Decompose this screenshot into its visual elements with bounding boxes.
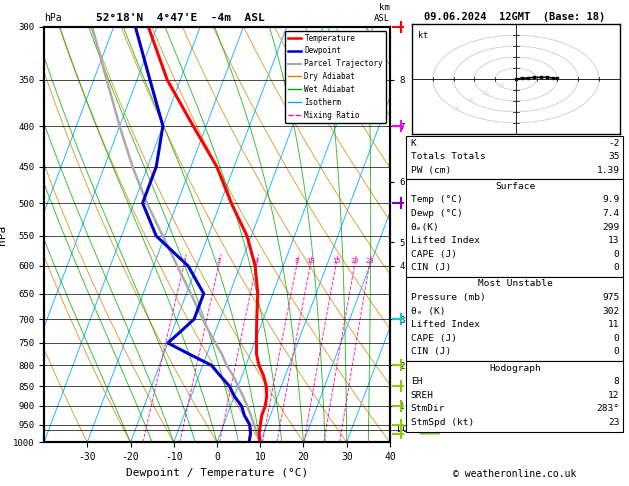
Text: kt: kt <box>418 31 428 40</box>
Text: 40: 40 <box>454 106 460 111</box>
Text: CIN (J): CIN (J) <box>411 263 451 273</box>
Text: 15: 15 <box>331 258 340 264</box>
Text: 0: 0 <box>614 250 620 259</box>
Y-axis label: Mixing Ratio (g/kg): Mixing Ratio (g/kg) <box>407 179 417 290</box>
Text: 12: 12 <box>608 391 620 400</box>
Text: CAPE (J): CAPE (J) <box>411 250 457 259</box>
Text: 0: 0 <box>614 263 620 273</box>
Text: 13: 13 <box>608 236 620 245</box>
Text: Totals Totals: Totals Totals <box>411 152 486 161</box>
Text: 975: 975 <box>603 293 620 302</box>
Text: km
ASL: km ASL <box>374 3 390 22</box>
Y-axis label: hPa: hPa <box>0 225 8 244</box>
Text: EH: EH <box>411 377 422 386</box>
Text: 8: 8 <box>295 258 299 264</box>
Text: hPa: hPa <box>44 13 62 22</box>
Text: θₑ(K): θₑ(K) <box>411 223 440 232</box>
Text: Dewp (°C): Dewp (°C) <box>411 209 462 218</box>
Text: K: K <box>411 139 416 148</box>
Text: CAPE (J): CAPE (J) <box>411 334 457 343</box>
Text: 7.4: 7.4 <box>603 209 620 218</box>
Text: 8: 8 <box>614 377 620 386</box>
X-axis label: Dewpoint / Temperature (°C): Dewpoint / Temperature (°C) <box>126 468 308 478</box>
Text: 35: 35 <box>608 152 620 161</box>
Text: © weatheronline.co.uk: © weatheronline.co.uk <box>452 469 576 479</box>
Text: LCL: LCL <box>397 425 413 434</box>
Text: 0: 0 <box>614 334 620 343</box>
Text: θₑ (K): θₑ (K) <box>411 307 445 316</box>
Text: Surface: Surface <box>495 182 535 191</box>
Text: CIN (J): CIN (J) <box>411 347 451 357</box>
Text: 10: 10 <box>306 258 314 264</box>
Text: PW (cm): PW (cm) <box>411 166 451 175</box>
Text: 2: 2 <box>217 258 221 264</box>
Text: SREH: SREH <box>411 391 434 400</box>
Text: 11: 11 <box>608 320 620 330</box>
Text: Lifted Index: Lifted Index <box>411 320 480 330</box>
Text: 09.06.2024  12GMT  (Base: 18): 09.06.2024 12GMT (Base: 18) <box>423 12 605 22</box>
Text: Hodograph: Hodograph <box>489 364 541 373</box>
Text: Most Unstable: Most Unstable <box>478 279 552 289</box>
Legend: Temperature, Dewpoint, Parcel Trajectory, Dry Adiabat, Wet Adiabat, Isotherm, Mi: Temperature, Dewpoint, Parcel Trajectory… <box>284 31 386 122</box>
Text: 4: 4 <box>255 258 259 264</box>
Text: 9.9: 9.9 <box>603 195 620 205</box>
Text: 299: 299 <box>603 223 620 232</box>
Text: 1: 1 <box>182 258 186 264</box>
Text: 283°: 283° <box>596 404 620 414</box>
Text: 25: 25 <box>365 258 374 264</box>
Text: StmSpd (kt): StmSpd (kt) <box>411 418 474 427</box>
Text: 0: 0 <box>614 347 620 357</box>
Text: Temp (°C): Temp (°C) <box>411 195 462 205</box>
Text: 23: 23 <box>608 418 620 427</box>
Text: 30: 30 <box>468 98 475 103</box>
Text: 52°18'N  4°47'E  -4m  ASL: 52°18'N 4°47'E -4m ASL <box>96 13 265 22</box>
Text: 20: 20 <box>483 90 490 96</box>
Text: 20: 20 <box>350 258 359 264</box>
Text: StmDir: StmDir <box>411 404 445 414</box>
Text: 302: 302 <box>603 307 620 316</box>
Text: Lifted Index: Lifted Index <box>411 236 480 245</box>
Text: Pressure (mb): Pressure (mb) <box>411 293 486 302</box>
Text: 10: 10 <box>498 83 504 88</box>
Text: 1.39: 1.39 <box>596 166 620 175</box>
Text: -2: -2 <box>608 139 620 148</box>
